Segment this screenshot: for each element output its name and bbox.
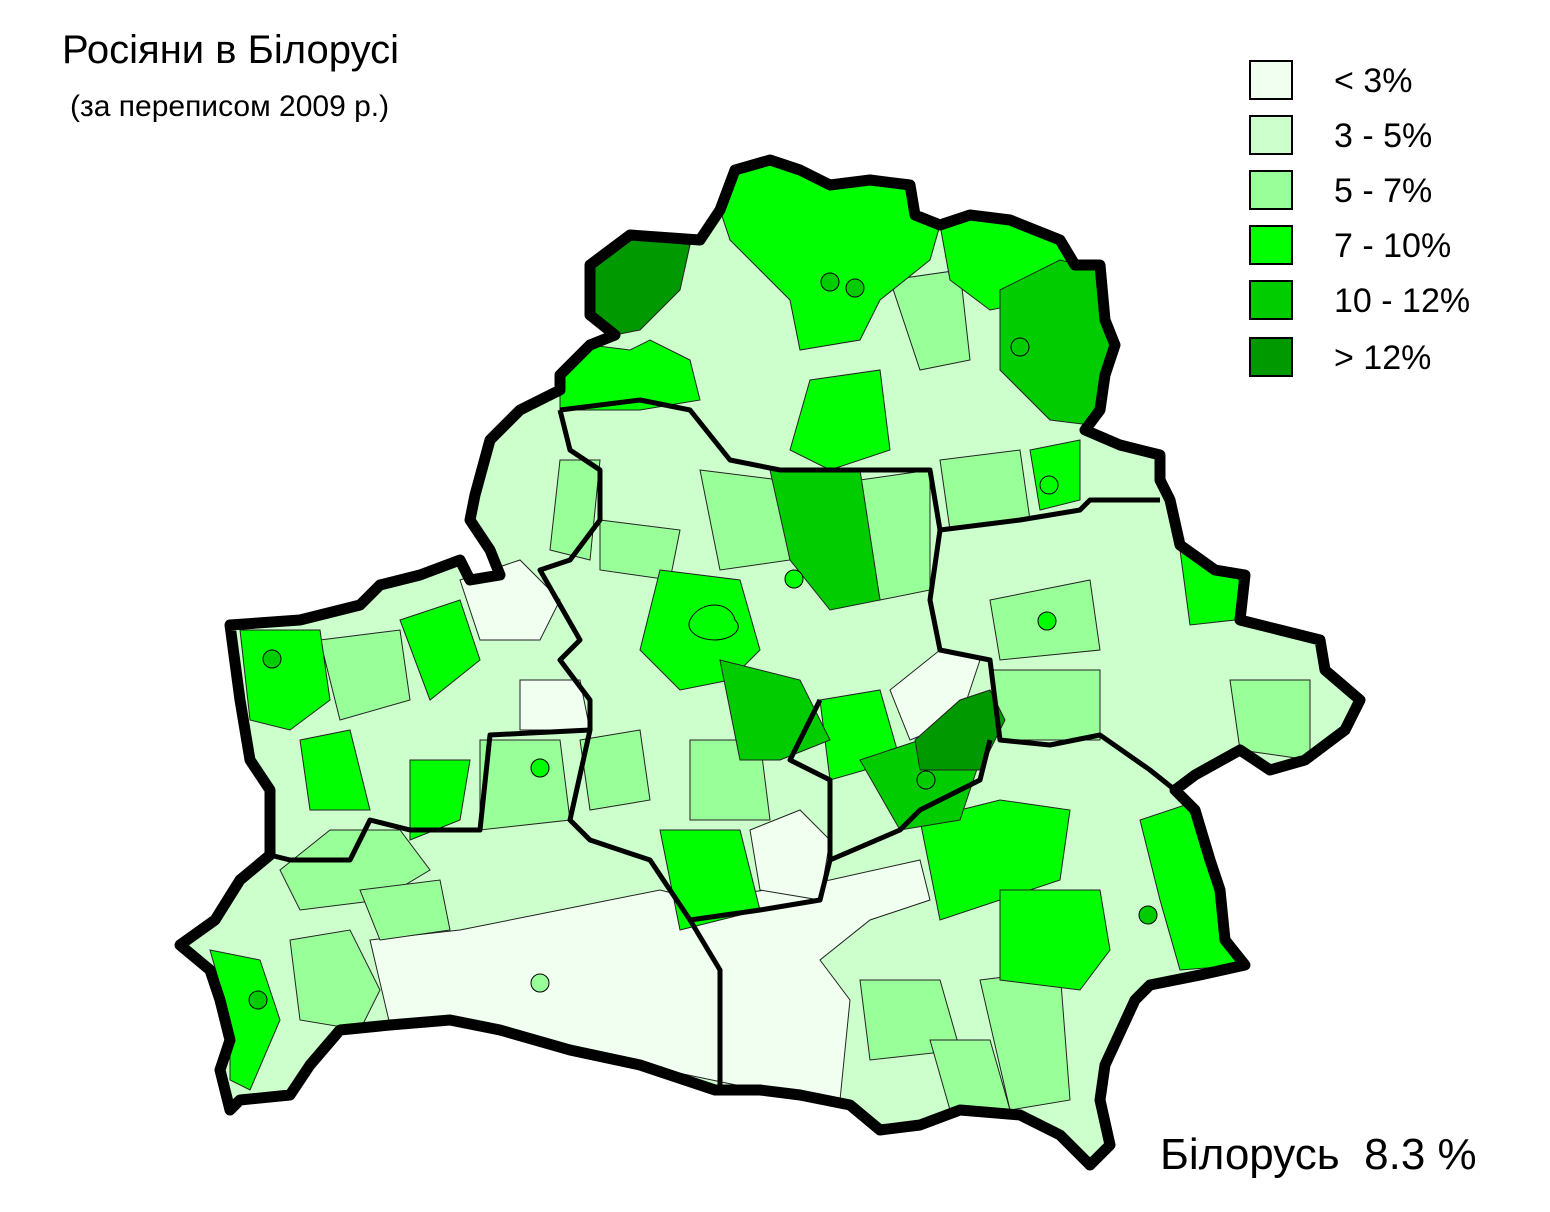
legend-label: < 3% <box>1334 62 1413 100</box>
legend-label: 10 - 12% <box>1334 282 1471 320</box>
city-marker <box>248 990 268 1010</box>
oblast-borders <box>269 397 1177 1090</box>
legend-item: < 3% <box>1249 60 1509 104</box>
map-title: Росіяни в Білорусі <box>62 28 400 72</box>
district-region <box>409 759 471 841</box>
legend-item: > 12% <box>1249 337 1509 381</box>
city-marker <box>784 569 804 589</box>
city-marker <box>820 272 840 292</box>
legend-swatch <box>1249 337 1293 377</box>
legend-swatch <box>1249 115 1293 155</box>
legend-label: 3 - 5% <box>1334 117 1433 155</box>
legend-item: 3 - 5% <box>1249 115 1509 159</box>
district-region <box>989 669 1101 741</box>
district-region <box>889 269 971 371</box>
legend-label: 7 - 10% <box>1334 227 1452 265</box>
district-region <box>789 369 891 471</box>
city-marker <box>916 770 936 790</box>
legend-item: 7 - 10% <box>1249 225 1509 269</box>
legend-label: > 12% <box>1334 339 1432 377</box>
legend-swatch <box>1249 225 1293 265</box>
legend-label: 5 - 7% <box>1334 172 1433 210</box>
district-region <box>579 729 651 811</box>
district-region <box>914 689 1006 771</box>
district-region <box>399 599 481 701</box>
legend-swatch <box>1249 60 1293 100</box>
legend-item: 10 - 12% <box>1249 280 1509 324</box>
country-percentage: 8.3 % <box>1364 1130 1477 1179</box>
map-subtitle: (за переписом 2009 р.) <box>70 90 390 123</box>
legend-item: 5 - 7% <box>1249 170 1509 214</box>
legend-swatch <box>1249 280 1293 320</box>
country-total: Білорусь 8.3 % <box>1160 1130 1477 1180</box>
oblast-border <box>927 529 1177 792</box>
city-marker <box>845 278 865 298</box>
legend-swatch <box>1249 170 1293 210</box>
district-region <box>289 929 381 1031</box>
city-marker <box>530 973 550 993</box>
district-region <box>559 339 701 411</box>
district-region <box>479 739 571 831</box>
district-region <box>999 889 1111 991</box>
oblast-border <box>269 409 603 863</box>
district-region <box>359 879 451 941</box>
oblast-border <box>787 698 993 863</box>
minsk-city-area <box>688 604 739 641</box>
country-border <box>174 154 1366 1171</box>
city-marker <box>1138 905 1158 925</box>
city-marker <box>530 758 550 778</box>
district-region <box>319 629 411 721</box>
oblast-border <box>687 918 723 1090</box>
city-marker <box>262 649 282 669</box>
oblast-border <box>559 397 1160 533</box>
country-name: Білорусь <box>1160 1130 1340 1179</box>
city-marker <box>1039 475 1059 495</box>
district-region <box>1029 439 1081 511</box>
district-region <box>919 799 1071 921</box>
oblast-border <box>567 729 833 923</box>
city-marker <box>1010 337 1030 357</box>
district-region <box>239 629 331 731</box>
city-marker <box>1037 611 1057 631</box>
district-region <box>299 729 371 811</box>
